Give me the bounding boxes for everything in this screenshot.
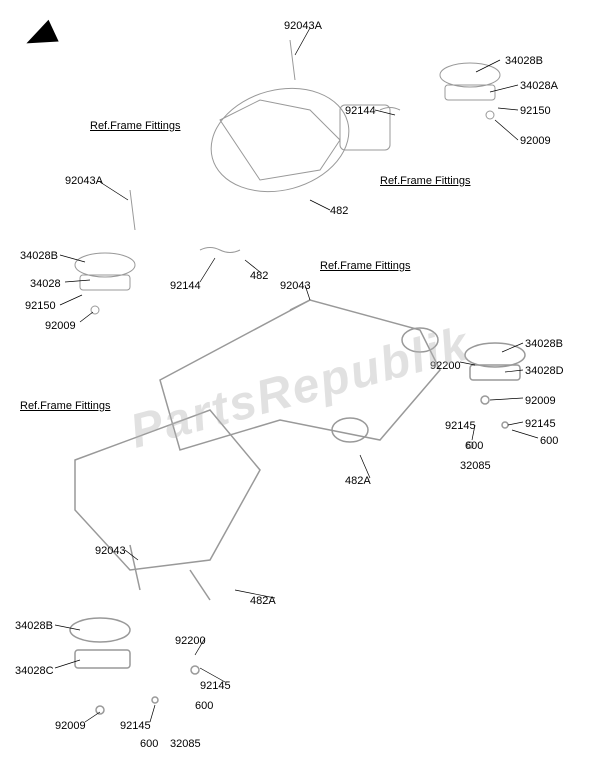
label-92150-2: 92150 — [25, 300, 56, 312]
label-34028D: 34028D — [525, 365, 564, 377]
label-92043-2: 92043 — [95, 545, 126, 557]
label-482-2: 482 — [250, 270, 268, 282]
label-34028B-1: 34028B — [505, 55, 543, 67]
label-92009-2: 92009 — [45, 320, 76, 332]
label-92009-1: 92009 — [520, 135, 551, 147]
label-32085-1: 32085 — [460, 460, 491, 472]
label-34028B-2: 34028B — [20, 250, 58, 262]
label-92145-2: 92145 — [445, 420, 476, 432]
label-92009-3: 92009 — [525, 395, 556, 407]
label-92009-4: 92009 — [55, 720, 86, 732]
label-600-1: 600 — [540, 435, 558, 447]
label-34028C: 34028C — [15, 665, 54, 677]
diagram-container: 92043A 34028B 34028A 92144 92150 92009 9… — [0, 0, 600, 775]
label-92043: 92043 — [280, 280, 311, 292]
label-34028A: 34028A — [520, 80, 558, 92]
label-600-3: 600 — [195, 700, 213, 712]
label-34028B-3: 34028B — [525, 338, 563, 350]
ref-frame-fittings-2: Ref.Frame Fittings — [380, 175, 470, 187]
ref-frame-fittings-1: Ref.Frame Fittings — [90, 120, 180, 132]
ref-frame-fittings-3: Ref.Frame Fittings — [320, 260, 410, 272]
label-32085-2: 32085 — [170, 738, 201, 750]
label-92145-3: 92145 — [200, 680, 231, 692]
label-92043A-2: 92043A — [65, 175, 103, 187]
label-34028: 34028 — [30, 278, 61, 290]
label-34028B-4: 34028B — [15, 620, 53, 632]
label-92200-1: 92200 — [430, 360, 461, 372]
label-92200-2: 92200 — [175, 635, 206, 647]
ref-frame-fittings-4: Ref.Frame Fittings — [20, 400, 110, 412]
label-600-2: 600 — [465, 440, 483, 452]
label-482-1: 482 — [330, 205, 348, 217]
label-92145-4: 92145 — [120, 720, 151, 732]
label-92145-1: 92145 — [525, 418, 556, 430]
label-92043A-1: 92043A — [284, 20, 322, 32]
label-600-4: 600 — [140, 738, 158, 750]
label-92144-1: 92144 — [345, 105, 376, 117]
label-92150-1: 92150 — [520, 105, 551, 117]
label-92144-2: 92144 — [170, 280, 201, 292]
label-482A-1: 482A — [345, 475, 371, 487]
label-482A-2: 482A — [250, 595, 276, 607]
parts-illustration — [0, 0, 600, 775]
